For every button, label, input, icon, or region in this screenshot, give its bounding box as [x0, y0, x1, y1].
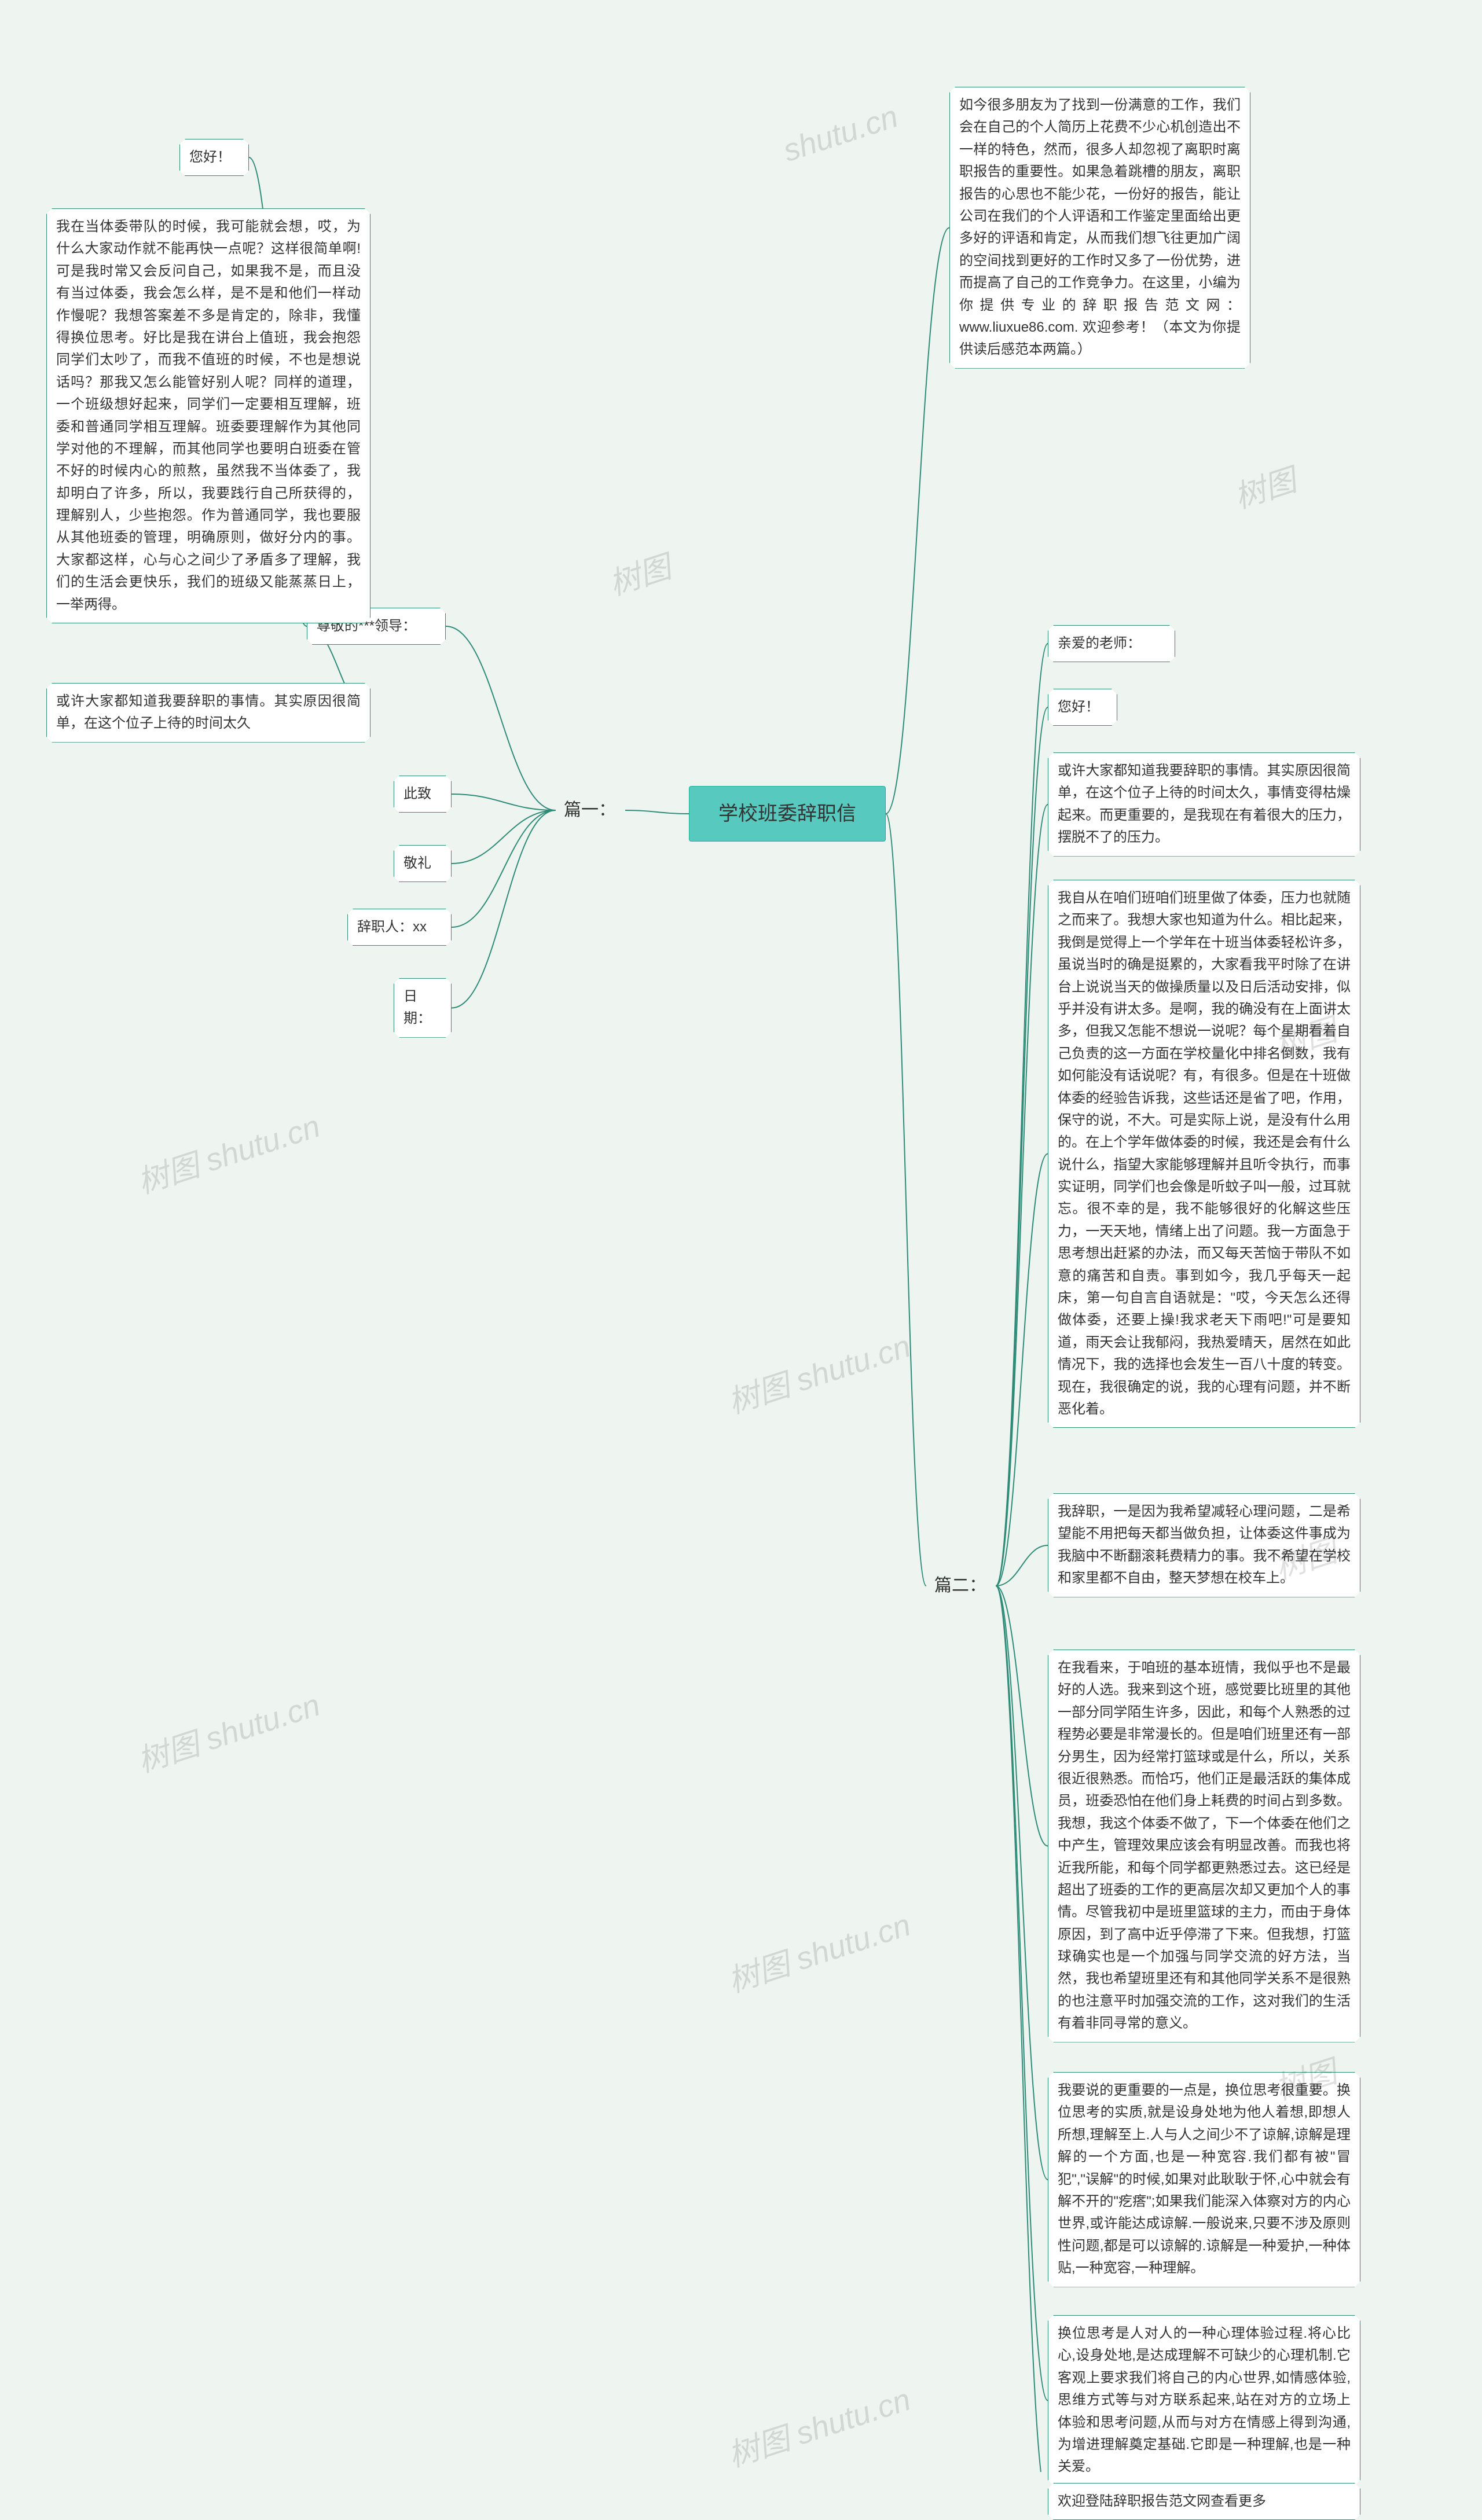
p1_jl-text: 敬礼 [403, 855, 431, 871]
p2_para2-text: 我自从在咱们班咱们班里做了体委，压力也就随之而来了。我想大家也知道为什么。相比起… [1058, 890, 1351, 1417]
p1_date[interactable]: 日期： [394, 978, 452, 1038]
p1_jl[interactable]: 敬礼 [394, 845, 452, 882]
watermark: 树图 shutu.cn [721, 1899, 916, 2001]
p1_cz[interactable]: 此致 [394, 776, 452, 813]
p1_body1[interactable]: 我在当体委带队的时候，我可能就会想，哎，为什么大家动作就不能再快一点呢？这样很简… [46, 208, 370, 623]
watermark: 树图 [1227, 454, 1301, 517]
p2_para3[interactable]: 我辞职，一是因为我希望减轻心理问题，二是希望能不用把每天都当做负担，让体委这件事… [1048, 1493, 1360, 1597]
p2_para3-text: 我辞职，一是因为我希望减轻心理问题，二是希望能不用把每天都当做负担，让体委这件事… [1058, 1504, 1351, 1586]
p2_dear[interactable]: 亲爱的老师： [1048, 625, 1175, 662]
p1-text: 篇一： [564, 800, 616, 820]
p2_para2[interactable]: 我自从在咱们班咱们班里做了体委，压力也就随之而来了。我想大家也知道为什么。相比起… [1048, 880, 1360, 1428]
p1_sign[interactable]: 辞职人：xx [347, 909, 452, 946]
p2_para5[interactable]: 我要说的更重要的一点是，换位思考很重要。换位思考的实质,就是设身处地为他人着想,… [1048, 2072, 1360, 2287]
p2_dear-text: 亲爱的老师： [1058, 635, 1141, 651]
p1_hello[interactable]: 您好！ [179, 139, 249, 176]
intro-text: 如今很多朋友为了找到一份满意的工作，我们会在自己的个人简历上花费不少心机创造出不… [959, 97, 1241, 357]
watermark: 树图 shutu.cn [131, 1100, 325, 1202]
p2_para1[interactable]: 或许大家都知道我要辞职的事情。其实原因很简单，在这个位子上待的时间太久，事情变得… [1048, 752, 1360, 857]
p1_body1-text: 我在当体委带队的时候，我可能就会想，哎，为什么大家动作就不能再快一点呢？这样很简… [56, 219, 361, 612]
p2_end-text: 欢迎登陆辞职报告范文网查看更多 [1058, 2493, 1266, 2509]
p2[interactable]: 篇二： [926, 1568, 996, 1603]
p2_hello[interactable]: 您好！ [1048, 689, 1117, 726]
p2_para1-text: 或许大家都知道我要辞职的事情。其实原因很简单，在这个位子上待的时间太久，事情变得… [1058, 763, 1351, 845]
p1_hello-text: 您好！ [189, 149, 231, 165]
p2_para5-text: 我要说的更重要的一点是，换位思考很重要。换位思考的实质,就是设身处地为他人着想,… [1058, 2082, 1351, 2276]
p1_body2[interactable]: 或许大家都知道我要辞职的事情。其实原因很简单，在这个位子上待的时间太久 [46, 683, 370, 743]
p2_para4-text: 在我看来，于咱班的基本班情，我似乎也不是最好的人选。我来到这个班，感觉要比班里的… [1058, 1660, 1351, 2031]
intro[interactable]: 如今很多朋友为了找到一份满意的工作，我们会在自己的个人简历上花费不少心机创造出不… [949, 87, 1250, 369]
p1_body2-text: 或许大家都知道我要辞职的事情。其实原因很简单，在这个位子上待的时间太久 [56, 693, 361, 731]
p1_cz-text: 此致 [403, 786, 431, 802]
mindmap-canvas: 学校班委辞职信 如今很多朋友为了找到一份满意的工作，我们会在自己的个人简历上花费不… [0, 0, 1482, 2472]
p2-text: 篇二： [934, 1576, 986, 1595]
watermark: 树图 shutu.cn [721, 1320, 916, 1422]
p2_para6-text: 换位思考是人对人的一种心理体验过程.将心比心,设身处地,是达成理解不可缺少的心理… [1058, 2326, 1351, 2474]
p1_date-text: 日期： [403, 989, 431, 1026]
p2_hello-text: 您好！ [1058, 699, 1099, 715]
watermark: 树图 shutu.cn [721, 2374, 916, 2475]
p1[interactable]: 篇一： [556, 793, 625, 828]
watermark: 树图 [602, 541, 676, 604]
watermark: 树图 shutu.cn [131, 1679, 325, 1781]
root[interactable]: 学校班委辞职信 [689, 786, 886, 842]
root-text: 学校班委辞职信 [718, 803, 856, 825]
p2_para6[interactable]: 换位思考是人对人的一种心理体验过程.将心比心,设身处地,是达成理解不可缺少的心理… [1048, 2315, 1360, 2486]
p2_para4[interactable]: 在我看来，于咱班的基本班情，我似乎也不是最好的人选。我来到这个班，感觉要比班里的… [1048, 1650, 1360, 2043]
p1_sign-text: 辞职人：xx [357, 919, 427, 935]
watermark: shutu.cn [779, 98, 902, 169]
p2_end[interactable]: 欢迎登陆辞职报告范文网查看更多 [1048, 2483, 1360, 2520]
